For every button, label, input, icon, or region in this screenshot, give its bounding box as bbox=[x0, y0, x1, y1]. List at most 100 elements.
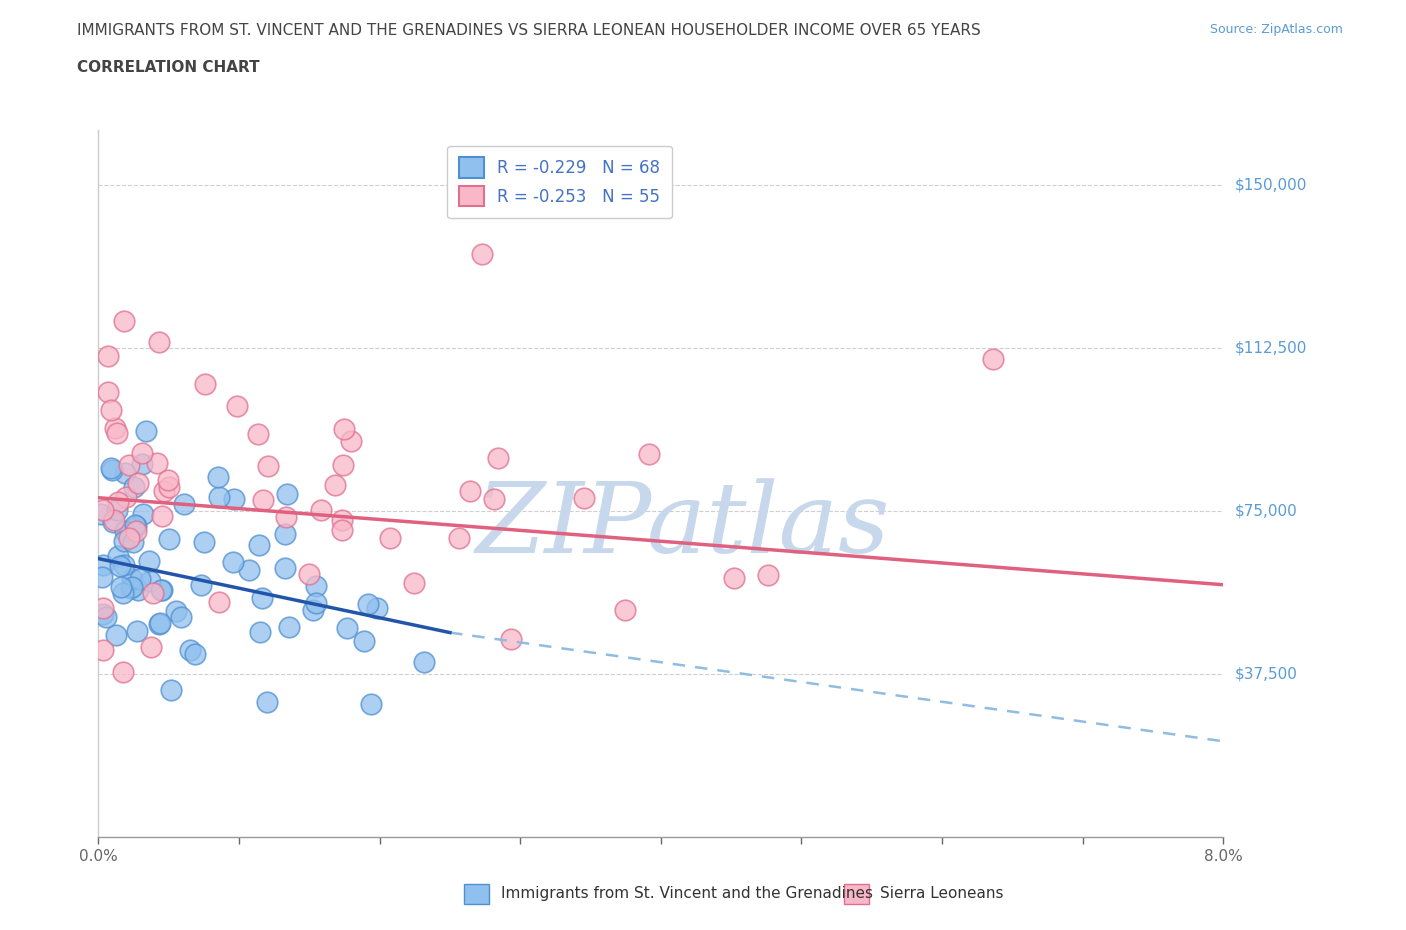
Point bbox=[208, 595, 231, 610]
Point bbox=[194, 377, 217, 392]
Point bbox=[298, 566, 321, 581]
Point bbox=[179, 643, 201, 658]
Point bbox=[159, 683, 181, 698]
Point bbox=[91, 558, 114, 573]
Point bbox=[114, 534, 136, 549]
Point bbox=[139, 574, 162, 589]
Point bbox=[122, 480, 145, 495]
Point bbox=[107, 549, 129, 564]
Point bbox=[91, 600, 114, 615]
Point bbox=[114, 489, 136, 504]
Point bbox=[471, 246, 494, 261]
Point bbox=[97, 349, 120, 364]
Point bbox=[97, 385, 120, 400]
Point bbox=[222, 554, 245, 569]
Point bbox=[208, 490, 231, 505]
Point bbox=[276, 509, 298, 524]
Point bbox=[132, 506, 155, 521]
Point bbox=[91, 503, 114, 518]
Point bbox=[111, 585, 134, 600]
Point bbox=[756, 568, 779, 583]
Text: CORRELATION CHART: CORRELATION CHART bbox=[77, 60, 260, 75]
Point bbox=[458, 484, 481, 498]
Point bbox=[125, 518, 148, 533]
Point bbox=[105, 502, 128, 517]
Point bbox=[105, 425, 128, 440]
Point bbox=[135, 424, 157, 439]
Text: ZIPatlas: ZIPatlas bbox=[477, 478, 890, 574]
Point bbox=[127, 623, 149, 638]
Point bbox=[486, 450, 509, 465]
Point bbox=[305, 578, 328, 593]
Text: Immigrants from St. Vincent and the Grenadines: Immigrants from St. Vincent and the Gren… bbox=[501, 886, 873, 901]
Point bbox=[330, 523, 353, 538]
Point bbox=[353, 633, 375, 648]
Point bbox=[91, 569, 114, 584]
Point bbox=[207, 470, 229, 485]
Point bbox=[141, 586, 163, 601]
Text: $112,500: $112,500 bbox=[1234, 340, 1306, 355]
Point bbox=[105, 628, 128, 643]
Point bbox=[124, 518, 146, 533]
Point bbox=[357, 597, 380, 612]
Point bbox=[246, 427, 269, 442]
Point bbox=[412, 655, 434, 670]
Point bbox=[114, 466, 136, 481]
Point bbox=[150, 508, 173, 523]
Point bbox=[101, 462, 124, 477]
Point bbox=[274, 526, 297, 541]
Point bbox=[91, 606, 114, 621]
Point bbox=[360, 697, 382, 711]
Point bbox=[157, 472, 180, 487]
Text: $37,500: $37,500 bbox=[1234, 667, 1298, 682]
Point bbox=[122, 535, 145, 550]
Point bbox=[152, 484, 174, 498]
Point bbox=[238, 563, 260, 578]
Point bbox=[723, 571, 745, 586]
Point bbox=[193, 535, 215, 550]
Point bbox=[309, 503, 332, 518]
Point bbox=[638, 446, 661, 461]
Text: $75,000: $75,000 bbox=[1234, 503, 1298, 518]
Point bbox=[336, 621, 359, 636]
Point bbox=[183, 646, 205, 661]
Point bbox=[148, 617, 170, 631]
Point bbox=[138, 554, 160, 569]
Point bbox=[190, 578, 212, 592]
Point bbox=[402, 576, 425, 591]
Point bbox=[173, 497, 195, 512]
Point bbox=[149, 582, 172, 597]
Point bbox=[277, 619, 299, 634]
Point bbox=[166, 604, 188, 618]
Point bbox=[121, 571, 143, 586]
Point bbox=[146, 456, 169, 471]
Point bbox=[125, 524, 148, 538]
Point bbox=[222, 492, 245, 507]
Point bbox=[127, 583, 149, 598]
Point bbox=[101, 514, 124, 529]
Point bbox=[114, 524, 136, 538]
Point bbox=[366, 600, 388, 615]
Text: Source: ZipAtlas.com: Source: ZipAtlas.com bbox=[1209, 23, 1343, 36]
Point bbox=[256, 458, 278, 473]
Point bbox=[252, 492, 274, 507]
Point bbox=[120, 580, 142, 595]
Point bbox=[118, 458, 141, 472]
Point bbox=[148, 334, 170, 349]
Point bbox=[499, 632, 522, 647]
Point bbox=[112, 557, 135, 572]
Point bbox=[100, 403, 122, 418]
Text: $150,000: $150,000 bbox=[1234, 177, 1306, 193]
Point bbox=[449, 531, 471, 546]
Point bbox=[131, 457, 153, 472]
Point bbox=[157, 532, 180, 547]
Point bbox=[104, 420, 127, 435]
Point bbox=[107, 495, 129, 510]
Point bbox=[323, 477, 346, 492]
Point bbox=[305, 595, 328, 610]
Point bbox=[482, 491, 505, 506]
Point bbox=[572, 490, 595, 505]
Point bbox=[274, 561, 297, 576]
Point bbox=[103, 512, 125, 527]
Point bbox=[332, 421, 354, 436]
